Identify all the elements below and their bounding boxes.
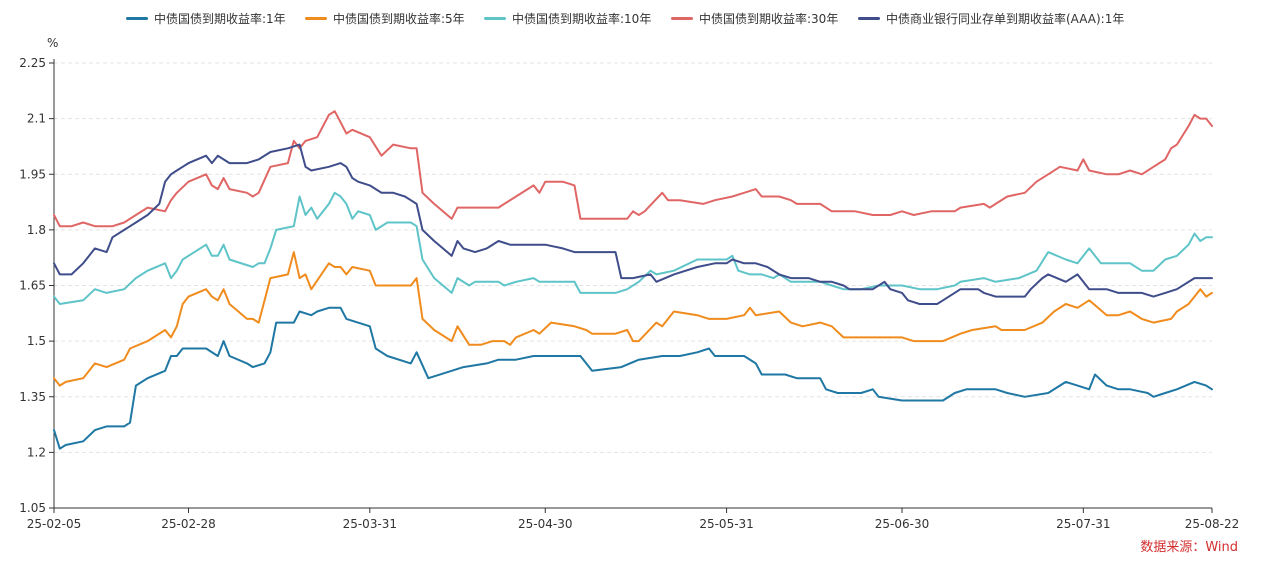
legend-item-ncd[interactable]: 中债商业银行同业存单到期收益率(AAA):1年 (858, 6, 1124, 30)
x-tick-label: 25-08-22 (1185, 517, 1239, 531)
y-axis-unit: % (47, 36, 59, 50)
y-tick-label: 1.65 (19, 279, 46, 293)
legend-label-10y: 中债国债到期收益率:10年 (512, 11, 652, 26)
y-tick-label: 2.25 (19, 56, 46, 70)
series-line-0 (53, 306, 1213, 450)
x-tick-label: 25-02-28 (161, 517, 215, 531)
legend-swatch-30y (671, 16, 693, 20)
x-tick-label: 25-07-31 (1056, 517, 1110, 531)
legend-swatch-5y (305, 16, 327, 20)
axes: 1.05 1.2 1.35 1.5 1.65 1.8 1.95 2.1 2.25 25-02-05… (19, 56, 1239, 531)
y-tick-label: 1.05 (19, 501, 46, 515)
x-tick-label: 25-03-31 (343, 517, 397, 531)
legend-swatch-1y (126, 16, 148, 20)
series-lines (53, 110, 1213, 450)
y-tick-label: 1.35 (19, 390, 46, 404)
grid-lines (54, 62, 1212, 453)
y-tick-label: 2.1 (27, 112, 46, 126)
legend-item-1y[interactable]: 中债国债到期收益率:1年 (126, 6, 286, 30)
legend-item-30y[interactable]: 中债国债到期收益率:30年 (671, 6, 838, 30)
data-source: 数据来源：Wind (1140, 540, 1238, 555)
legend-swatch-ncd (858, 16, 880, 20)
legend-label-ncd: 中债商业银行同业存单到期收益率(AAA):1年 (886, 11, 1125, 26)
legend-label-1y: 中债国债到期收益率:1年 (154, 11, 286, 26)
y-tick-label: 1.2 (27, 445, 46, 459)
legend-label-5y: 中债国债到期收益率:5年 (333, 11, 465, 26)
x-tick-label: 25-04-30 (518, 517, 572, 531)
legend-label-30y: 中债国债到期收益率:30年 (699, 11, 839, 26)
series-line-4 (53, 143, 1213, 305)
legend-item-10y[interactable]: 中债国债到期收益率:10年 (484, 6, 651, 30)
y-tick-label: 1.95 (19, 167, 46, 181)
legend-swatch-10y (484, 16, 506, 20)
series-line-3 (53, 110, 1213, 228)
x-tick-label: 25-02-05 (27, 517, 81, 531)
legend: 中债国债到期收益率:1年 中债国债到期收益率:5年 中债国债到期收益率:10年 … (0, 6, 1266, 32)
series-line-1 (53, 251, 1213, 387)
legend-item-5y[interactable]: 中债国债到期收益率:5年 (305, 6, 465, 30)
x-tick-label: 25-05-31 (699, 517, 753, 531)
y-tick-label: 1.5 (27, 334, 46, 348)
series-line-2 (53, 191, 1213, 305)
y-tick-label: 1.8 (27, 223, 46, 237)
x-tick-label: 25-06-30 (875, 517, 929, 531)
